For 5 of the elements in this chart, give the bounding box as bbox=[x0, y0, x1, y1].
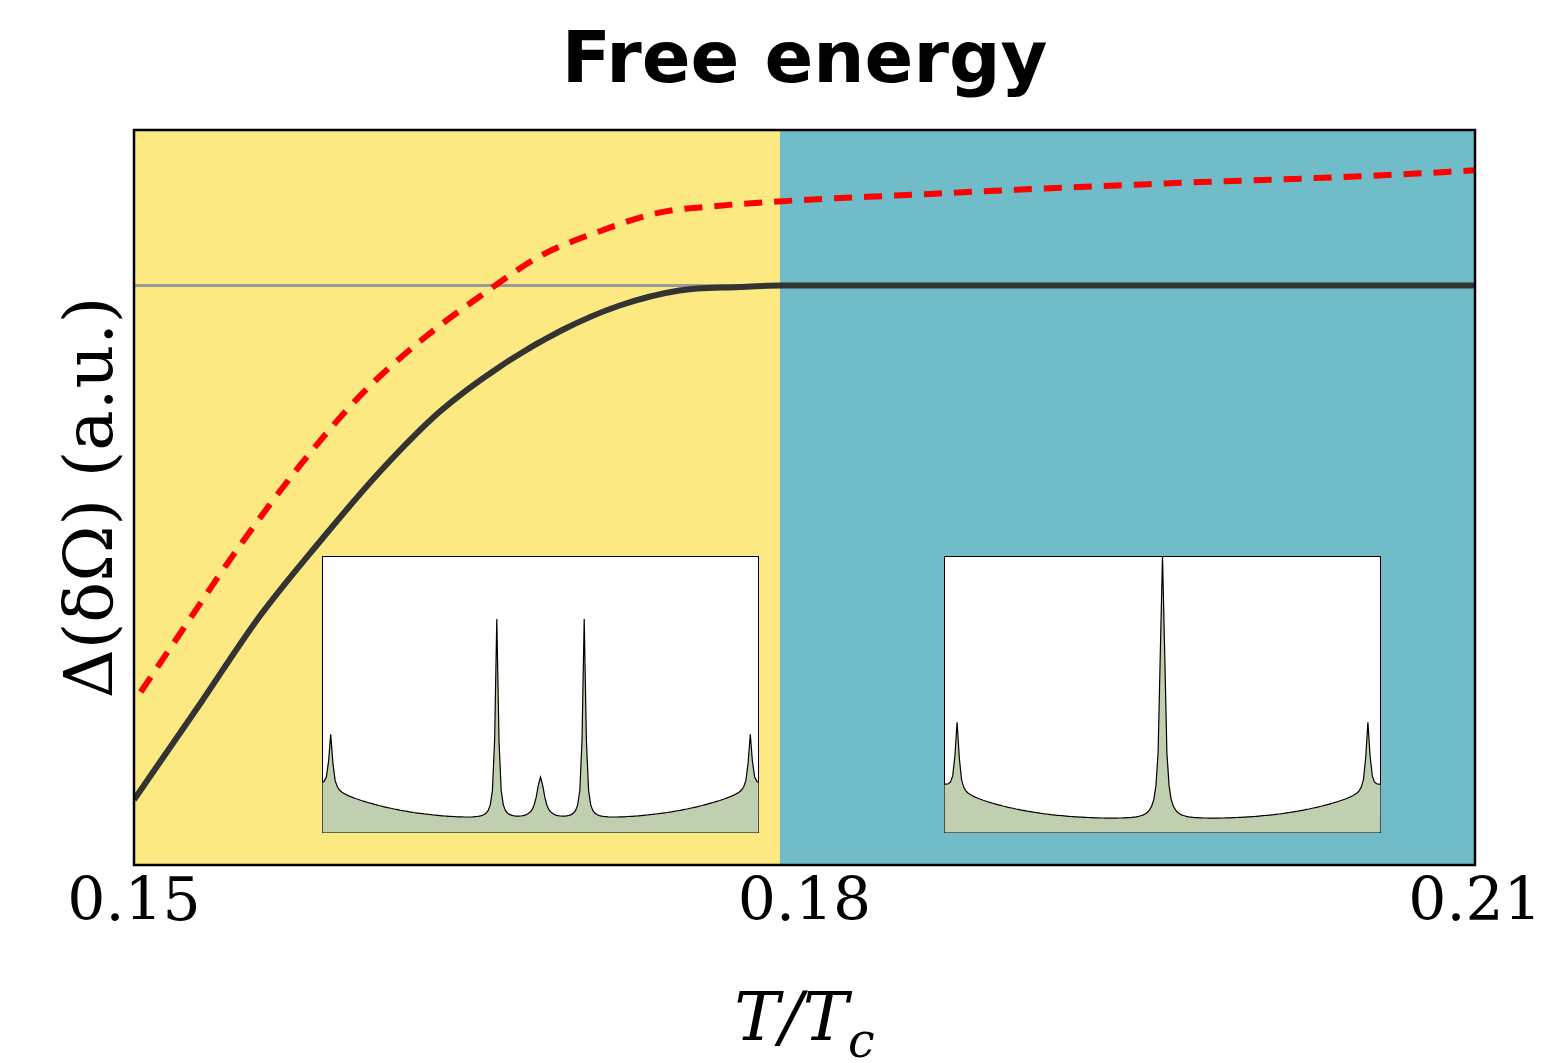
x-tick-label: 0.18 bbox=[737, 863, 872, 934]
y-axis-title: Δ(δΩ) (a.u.) bbox=[49, 296, 128, 699]
x-tick-label: 0.21 bbox=[1408, 863, 1542, 934]
x-tick-label: 0.15 bbox=[67, 863, 201, 934]
chart-title: Free energy bbox=[561, 15, 1048, 99]
